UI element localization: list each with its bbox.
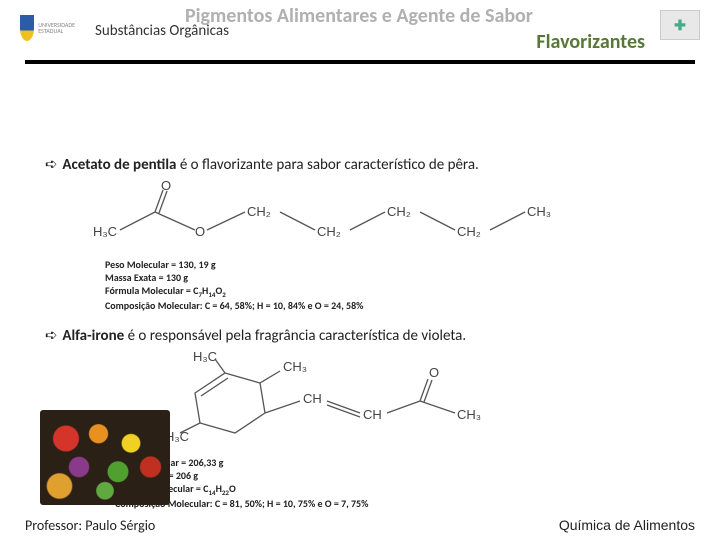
molecule-1-svg: H₃C O O CH₂ CH₂ CH₂ CH₂ CH₃ [85, 182, 585, 252]
bullet-arrow-icon: ➪ [45, 155, 59, 174]
structure-irone: H₃C CH₃ H₃C CH CH O CH₃ [165, 353, 675, 443]
header-rule [25, 60, 695, 64]
properties-1: Peso Molecular = 130, 19 g Massa Exata =… [105, 258, 675, 312]
course-label: Química de Alimentos [559, 517, 695, 534]
mol1-ch3: CH₃ [527, 204, 551, 219]
mol2-ch-1: CH [303, 391, 322, 406]
prop1-cm: Composição Molecular: C = 64, 58%; H = 1… [105, 299, 675, 312]
mol2-ch3-1: CH₃ [283, 359, 307, 374]
plus-icon: ✚ [674, 17, 686, 34]
mol1-o-top: O [161, 178, 171, 193]
subject-label: Substâncias Orgânicas [95, 22, 229, 40]
professor-label: Professor: Paulo Sérgio [25, 517, 155, 534]
bullet-1: ➪ Acetato de pentila é o flavorizante pa… [45, 155, 675, 174]
slide-content: ➪ Acetato de pentila é o flavorizante pa… [0, 70, 720, 443]
bullet-arrow-icon: ➪ [45, 326, 59, 345]
partner-logo: ✚ [660, 10, 700, 40]
mol2-h3c-1: H₃C [193, 349, 217, 364]
mol2-ch-2: CH [363, 407, 382, 422]
mol1-ch2-4: CH₂ [457, 224, 481, 239]
compound-1-desc: é o flavorizante para sabor característi… [176, 156, 478, 174]
slide-main-title: Pigmentos Alimentares e Agente de Sabor [185, 4, 533, 28]
bullet-2: ➪ Alfa-irone é o responsável pela fragrâ… [45, 326, 675, 345]
prop1-me: Massa Exata = 130 g [105, 271, 675, 284]
slide-footer: Professor: Paulo Sérgio Química de Alime… [25, 517, 695, 534]
prop1-fm: Fórmula Molecular = C7H14O2 [105, 284, 675, 299]
mol1-oxy: O [195, 224, 205, 239]
compound-1-name: Acetato de pentila [62, 156, 176, 174]
prop1-pm: Peso Molecular = 130, 19 g [105, 258, 675, 271]
mol1-h3c: H₃C [93, 224, 117, 239]
mol1-ch2-1: CH₂ [247, 204, 271, 219]
mol2-ch3-2: CH₃ [457, 407, 481, 422]
food-photo [40, 410, 170, 505]
compound-2-desc: é o responsável pela fragrância caracter… [124, 327, 466, 345]
mol1-ch2-2: CH₂ [317, 224, 341, 239]
slide-subtitle: Flavorizantes [536, 30, 645, 54]
shield-icon [20, 15, 34, 41]
mol2-o: O [429, 365, 439, 380]
structure-acetato: H₃C O O CH₂ CH₂ CH₂ CH₂ CH₃ [85, 182, 675, 252]
molecule-2-svg: H₃C CH₃ H₃C CH CH O CH₃ [165, 353, 545, 443]
mol1-ch2-3: CH₂ [387, 204, 411, 219]
compound-2-name: Alfa-irone [62, 327, 124, 345]
university-name: UNIVERSIDADEESTADUAL [38, 22, 75, 34]
university-logo: UNIVERSIDADEESTADUAL [20, 10, 75, 45]
slide-header: UNIVERSIDADEESTADUAL Pigmentos Alimentar… [0, 0, 720, 70]
